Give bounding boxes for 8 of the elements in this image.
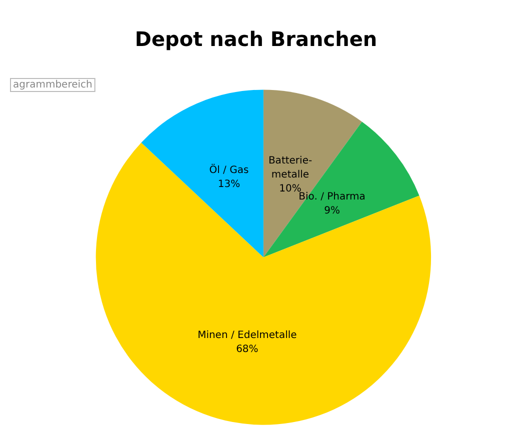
- data-label: 13%: [218, 179, 240, 190]
- data-label: 9%: [324, 206, 340, 217]
- slice-label: Minen / Edelmetalle: [198, 330, 297, 342]
- slice-label: Öl / Gas: [209, 163, 249, 176]
- chart-title: Depot nach Branchen: [134, 27, 378, 51]
- slice-label: Batterie- metalle: [268, 155, 312, 180]
- data-label: 68%: [236, 344, 258, 356]
- text: agrammbereich: [13, 80, 92, 90]
